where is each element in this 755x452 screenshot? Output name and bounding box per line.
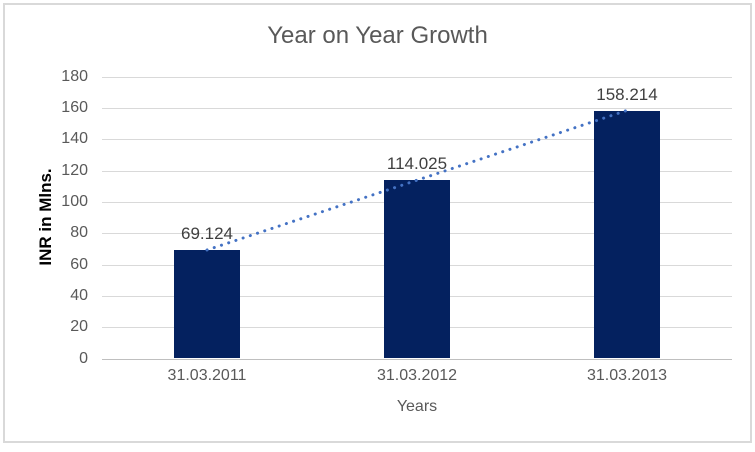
data-label-31.03.2011: 69.124 <box>181 224 233 244</box>
chart-title: Year on Year Growth <box>267 22 488 49</box>
bar-31.03.2011 <box>174 250 240 359</box>
y-tick-label-160: 160 <box>61 98 88 116</box>
data-label-31.03.2012: 114.025 <box>386 153 448 173</box>
y-axis-title: INR in Mlns. <box>36 168 55 266</box>
gridline-y-180 <box>102 76 732 78</box>
bar-31.03.2012 <box>384 179 450 359</box>
y-tick-label-180: 180 <box>61 67 88 85</box>
x-axis-title: Years <box>396 398 438 415</box>
x-tick-label-31.03.2013: 31.03.2013 <box>586 367 668 384</box>
y-tick-label-0: 0 <box>79 349 88 367</box>
x-tick-label-31.03.2012: 31.03.2012 <box>376 367 458 384</box>
y-tick-label-60: 60 <box>70 255 88 273</box>
y-tick-label-120: 120 <box>61 161 88 179</box>
y-tick-label-40: 40 <box>70 286 88 304</box>
bar-31.03.2013 <box>594 110 660 359</box>
y-tick-label-140: 140 <box>61 130 88 148</box>
y-tick-label-100: 100 <box>61 192 88 210</box>
data-label-31.03.2013: 158.214 <box>596 84 658 104</box>
y-tick-label-20: 20 <box>70 318 88 336</box>
x-tick-label-31.03.2011: 31.03.2011 <box>167 367 247 384</box>
gridline-y-160 <box>102 107 732 109</box>
x-axis-line <box>102 358 732 360</box>
y-tick-label-80: 80 <box>70 224 88 242</box>
